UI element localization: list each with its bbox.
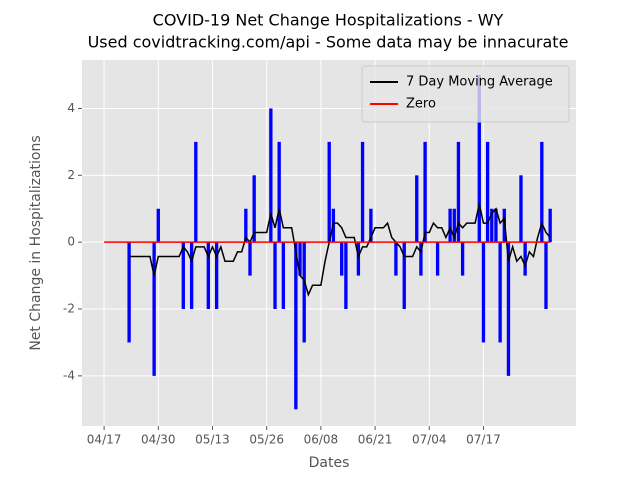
bar xyxy=(548,208,552,243)
bar xyxy=(415,175,419,243)
bar xyxy=(452,208,456,243)
bar xyxy=(423,141,427,243)
bar xyxy=(544,242,548,310)
bar xyxy=(360,141,365,243)
bar xyxy=(298,242,302,276)
y-tick-label: -4 xyxy=(63,368,75,382)
x-tick-label: 07/04 xyxy=(412,433,447,447)
x-axis-label: Dates xyxy=(309,455,350,471)
x-tick-label: 05/26 xyxy=(249,433,284,447)
bar xyxy=(448,208,452,243)
legend-label: Zero xyxy=(406,97,436,112)
bar xyxy=(369,208,373,243)
x-tick-label: 05/13 xyxy=(195,433,230,447)
bar xyxy=(402,242,406,310)
bar xyxy=(340,242,344,276)
y-tick-label: -2 xyxy=(63,302,75,316)
bar xyxy=(519,175,523,243)
bar xyxy=(302,242,306,343)
bar xyxy=(294,242,298,410)
bar xyxy=(281,242,286,310)
bar xyxy=(156,208,160,243)
bar xyxy=(127,242,131,343)
bar xyxy=(152,242,156,376)
bar xyxy=(394,242,398,276)
bar xyxy=(277,141,281,243)
bar xyxy=(244,208,248,243)
bar xyxy=(214,242,219,310)
chart-subtitle: Used covidtracking.com/api - Some data m… xyxy=(88,33,569,52)
bar xyxy=(252,175,256,243)
bar xyxy=(494,208,498,243)
line xyxy=(129,203,551,297)
bar xyxy=(273,242,277,310)
y-tick-label: 0 xyxy=(67,235,75,249)
legend-label: 7 Day Moving Average xyxy=(406,75,553,90)
bar xyxy=(506,242,511,376)
bar xyxy=(189,242,194,310)
bar xyxy=(181,242,185,310)
bar xyxy=(460,242,465,276)
y-tick-label: 4 xyxy=(67,101,75,115)
axes: -4 -2 0 2 4 04/17 04/30 05/13 05/26 06/08 06/21 07/… xyxy=(63,101,501,447)
bar xyxy=(435,242,440,276)
y-axis-label: Net Change in Hospitalizations xyxy=(28,135,44,350)
bar xyxy=(540,141,544,243)
bar xyxy=(356,242,361,276)
bar xyxy=(490,208,494,243)
bar xyxy=(194,141,198,243)
bar xyxy=(327,141,331,243)
bar xyxy=(523,242,527,276)
bar xyxy=(269,108,273,243)
x-tick-label: 06/21 xyxy=(358,433,393,447)
bar xyxy=(485,141,490,243)
bar xyxy=(344,242,348,310)
bar xyxy=(477,75,481,243)
x-tick-label: 06/08 xyxy=(304,433,339,447)
bar xyxy=(498,242,502,343)
marks xyxy=(104,75,552,410)
y-tick-label: 2 xyxy=(67,168,75,182)
legend: 7 Day Moving Average Zero xyxy=(361,65,570,123)
bar xyxy=(481,242,486,343)
bar xyxy=(248,242,252,276)
x-tick-label: 07/17 xyxy=(466,433,501,447)
x-tick-label: 04/30 xyxy=(141,433,176,447)
bar xyxy=(419,242,423,276)
legend-box xyxy=(361,65,570,123)
chart-title: COVID-19 Net Change Hospitalizations - W… xyxy=(153,11,504,30)
bar xyxy=(206,242,210,310)
x-tick-label: 04/17 xyxy=(87,433,122,447)
bar xyxy=(456,141,461,243)
